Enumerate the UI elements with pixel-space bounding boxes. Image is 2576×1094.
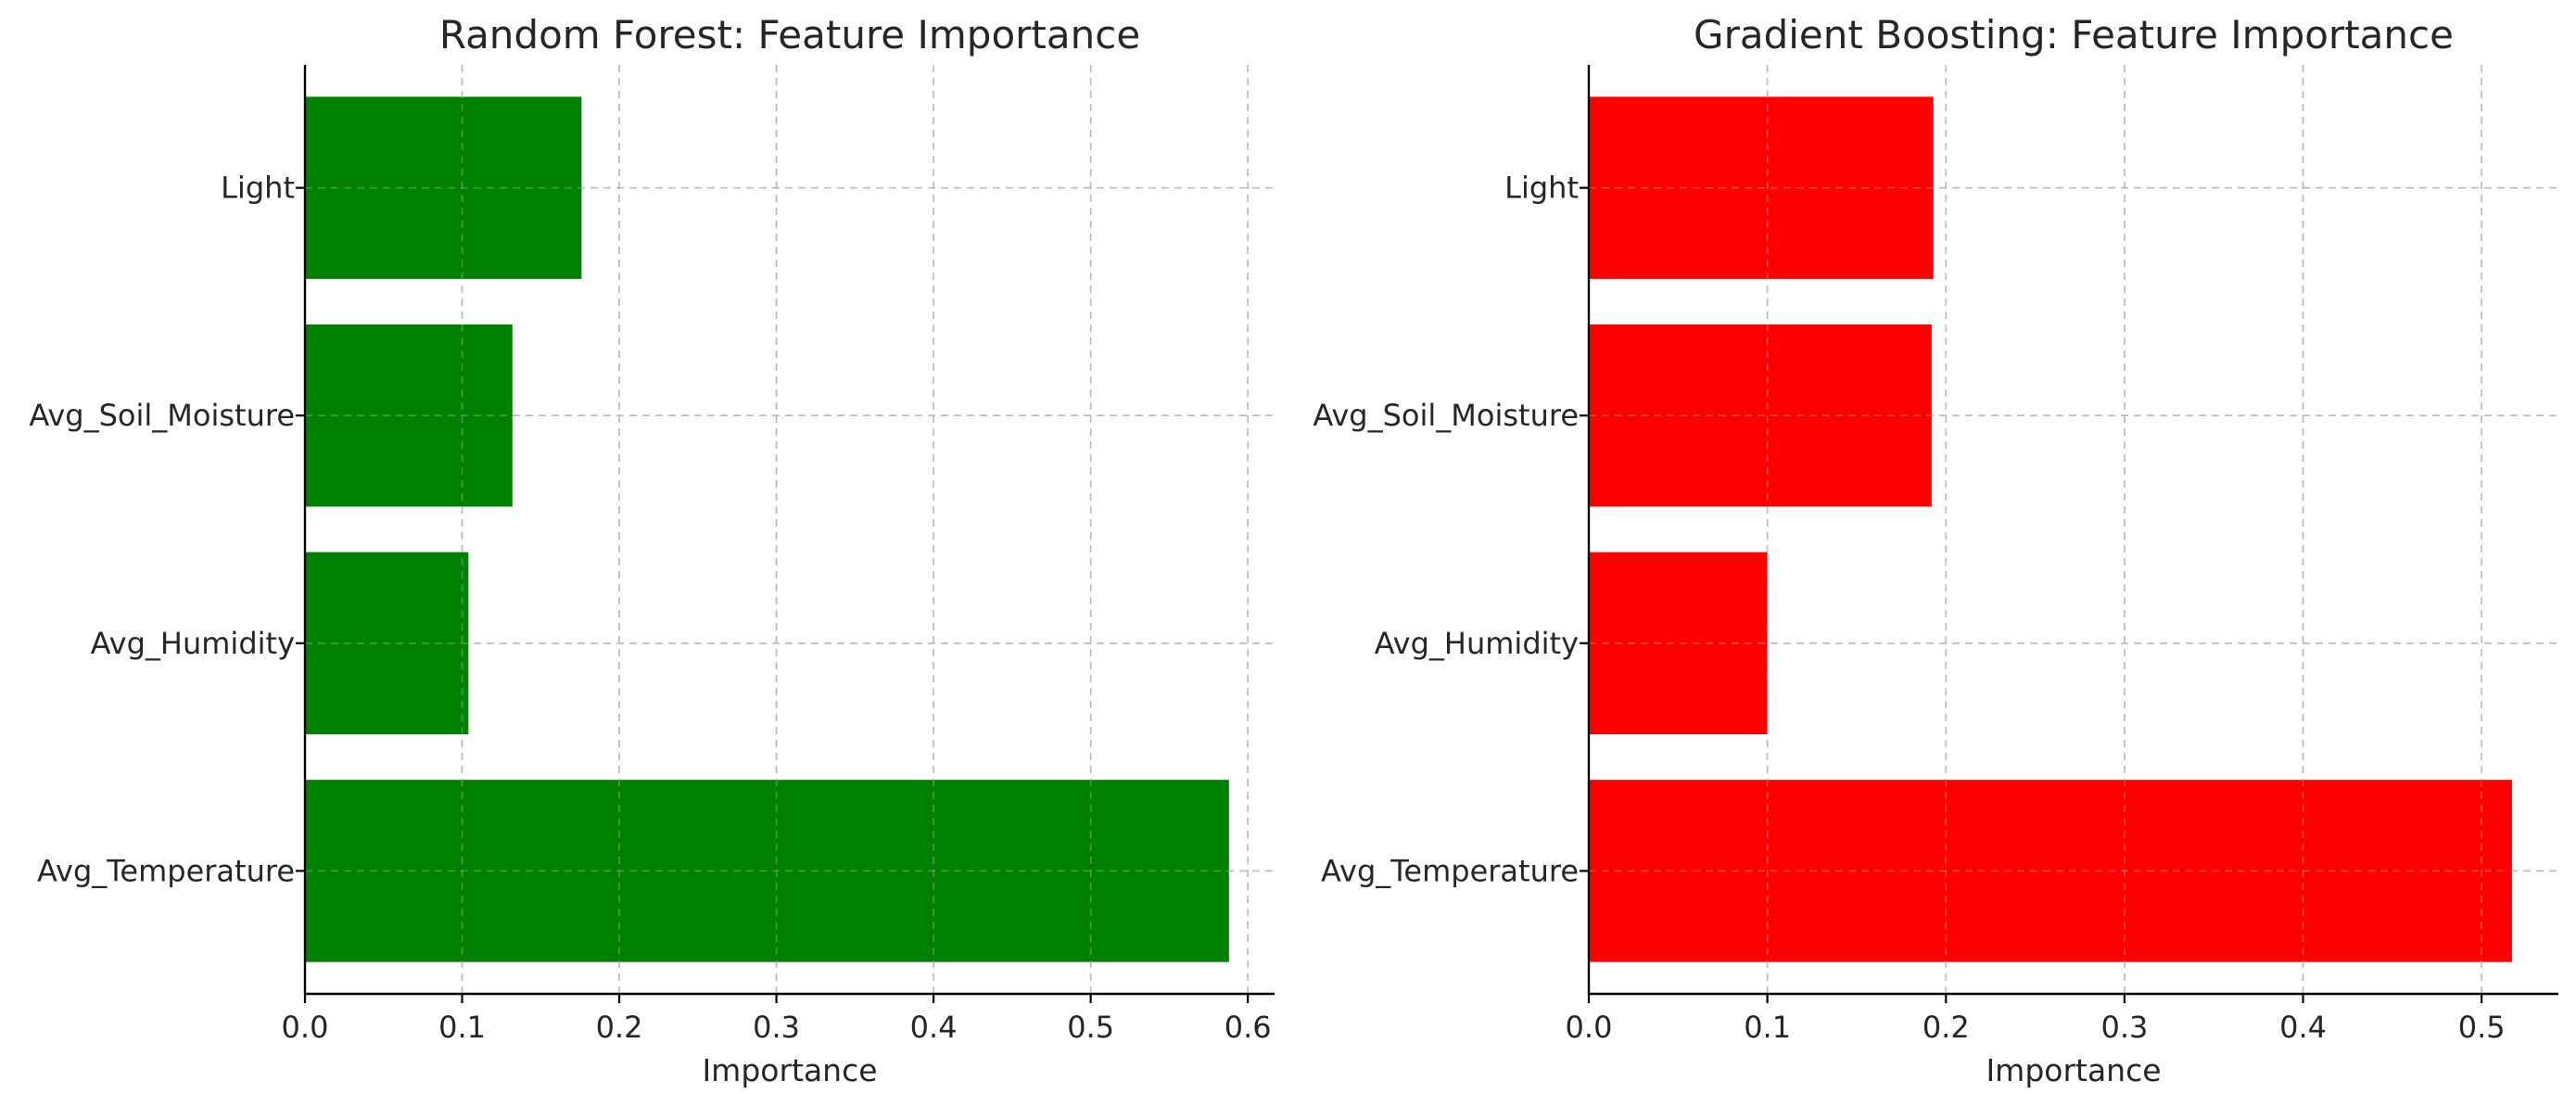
random-forest-bar-light bbox=[305, 96, 582, 279]
gradient-boosting-x-tick-label: 0.3 bbox=[2100, 1010, 2148, 1045]
gradient-boosting-bar-avg-temperature bbox=[1589, 780, 2512, 962]
gradient-boosting-bar-avg-humidity bbox=[1589, 552, 1768, 735]
random-forest-chart-title: Random Forest: Feature Importance bbox=[439, 12, 1140, 57]
random-forest-x-tick-label: 0.3 bbox=[753, 1010, 800, 1045]
gradient-boosting-x-tick-label: 0.4 bbox=[2279, 1010, 2327, 1045]
gradient-boosting-x-tick-label: 0.2 bbox=[1922, 1010, 1970, 1045]
random-forest-y-tick-label-avg-humidity: Avg_Humidity bbox=[91, 626, 295, 661]
random-forest-y-tick-label-light: Light bbox=[221, 171, 295, 206]
random-forest-y-tick-label-avg-soil-moisture: Avg_Soil_Moisture bbox=[29, 398, 295, 433]
random-forest-bar-avg-humidity bbox=[305, 552, 469, 735]
random-forest-x-tick-label: 0.2 bbox=[596, 1010, 643, 1045]
random-forest-x-axis-label: Importance bbox=[702, 1052, 877, 1088]
random-forest-x-tick-label: 0.0 bbox=[282, 1010, 329, 1045]
random-forest-x-tick-label: 0.4 bbox=[910, 1010, 958, 1045]
gradient-boosting-chart: 0.0 0.1 0.2 0.3 0.4 0.5 Avg_Temperature Avg_Hum… bbox=[1313, 12, 2558, 1088]
random-forest-bar-avg-temperature bbox=[305, 780, 1229, 962]
random-forest-x-tick-label: 0.1 bbox=[438, 1010, 486, 1045]
gradient-boosting-x-tick-label: 0.0 bbox=[1566, 1010, 1613, 1045]
random-forest-x-tick-label: 0.6 bbox=[1225, 1010, 1272, 1045]
gradient-boosting-x-tick-label: 0.1 bbox=[1744, 1010, 1791, 1045]
gradient-boosting-y-tick-label-avg-soil-moisture: Avg_Soil_Moisture bbox=[1313, 398, 1579, 433]
gradient-boosting-bar-light bbox=[1589, 96, 1934, 279]
gradient-boosting-x-tick-label: 0.5 bbox=[2458, 1010, 2506, 1045]
gradient-boosting-y-tick-label-light: Light bbox=[1504, 171, 1579, 206]
gradient-boosting-bar-avg-soil-moisture bbox=[1589, 324, 1932, 507]
random-forest-x-tick-label: 0.5 bbox=[1067, 1010, 1114, 1045]
gradient-boosting-y-tick-label-avg-temperature: Avg_Temperature bbox=[1321, 853, 1579, 888]
random-forest-chart: 0.0 0.1 0.2 0.3 0.4 0.5 0.6 Avg_Temperature Avg_… bbox=[29, 12, 1275, 1088]
random-forest-bar-avg-soil-moisture bbox=[305, 324, 513, 507]
gradient-boosting-y-tick-label-avg-humidity: Avg_Humidity bbox=[1375, 626, 1579, 661]
gradient-boosting-x-axis-label: Importance bbox=[1986, 1052, 2161, 1088]
random-forest-y-tick-label-avg-temperature: Avg_Temperature bbox=[37, 853, 295, 888]
gradient-boosting-chart-title: Gradient Boosting: Feature Importance bbox=[1694, 12, 2454, 57]
